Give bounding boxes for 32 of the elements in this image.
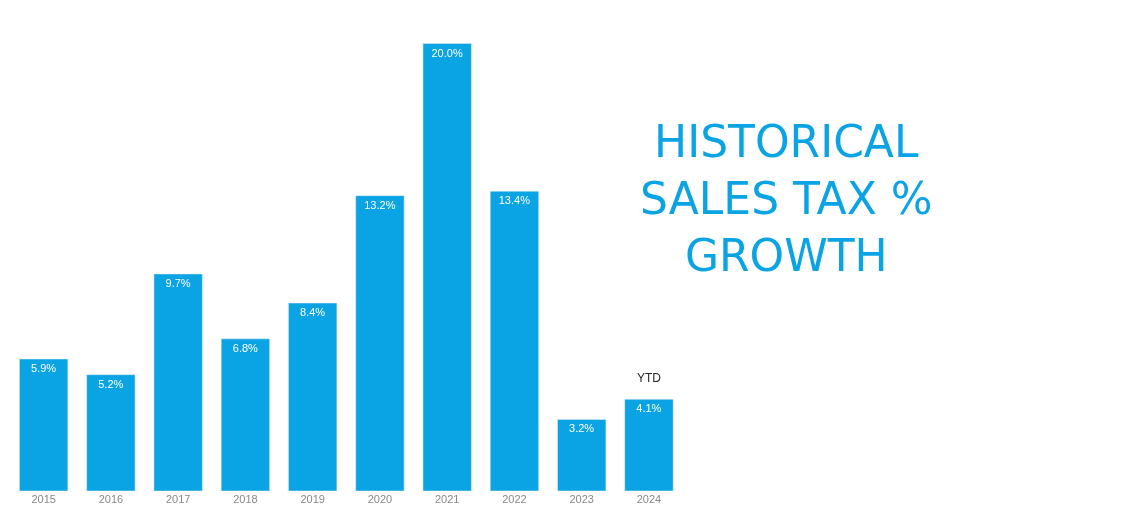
x-tick-label: 2021	[434, 493, 460, 505]
data-label: 3.2%	[569, 422, 595, 435]
x-tick-label: 2022	[502, 493, 527, 505]
bar	[19, 358, 69, 491]
bar	[624, 399, 674, 491]
data-label: 4.1%	[636, 402, 662, 415]
x-tick-label: 2016	[98, 493, 124, 505]
bar	[220, 338, 270, 491]
x-tick-label: 2020	[367, 493, 393, 505]
x-tick-label: 2018	[233, 493, 258, 505]
bar	[557, 419, 607, 491]
text: HISTORICAL SALES TAX % GROWTH	[640, 116, 933, 282]
data-label: 13.4%	[498, 194, 531, 207]
annotation: YTD	[637, 371, 662, 385]
data-label: 6.8%	[232, 341, 259, 354]
bar	[355, 195, 405, 491]
data-label: 9.7%	[165, 276, 191, 289]
x-tick-label: 2017	[165, 493, 191, 505]
data-label: 20.0%	[431, 46, 463, 59]
x-tick-label: 2023	[569, 493, 594, 505]
bar	[422, 43, 472, 491]
bar	[288, 302, 338, 491]
x-tick-label: 2015	[31, 493, 56, 505]
x-tick-label: 2019	[300, 493, 325, 505]
data-label: 13.2%	[364, 198, 396, 211]
data-label: 8.4%	[300, 306, 326, 319]
bar	[153, 273, 203, 491]
bar	[86, 374, 136, 491]
data-label: 5.9%	[30, 362, 57, 374]
x-tick-label: 2024	[636, 493, 662, 505]
data-label: 5.2%	[98, 377, 124, 390]
bar	[489, 190, 539, 491]
